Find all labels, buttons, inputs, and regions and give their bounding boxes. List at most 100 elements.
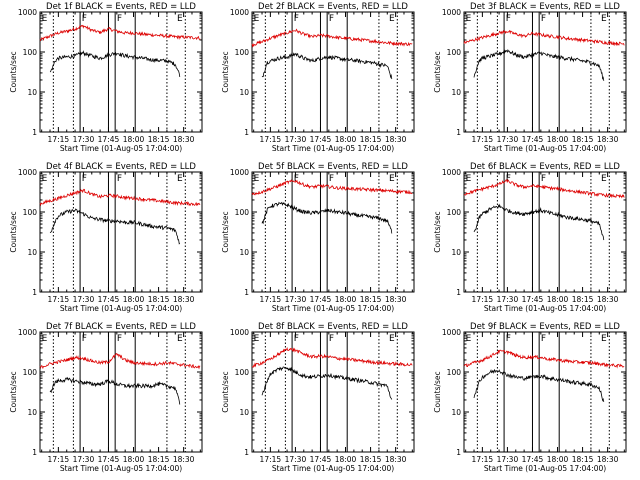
plot-frame [251, 171, 415, 293]
marker-label: F [82, 334, 87, 344]
y-tick-label: 1000 [442, 8, 461, 17]
events-series-line [473, 203, 605, 241]
x-axis-label: Start Time (01-Aug-05 17:04:00) [272, 464, 394, 473]
marker-label: E [601, 14, 607, 24]
marker-label: F [294, 334, 299, 344]
marker-label: F [117, 334, 122, 344]
y-tick-label: 1 [244, 448, 249, 457]
y-axis-label: Counts/sec [433, 371, 442, 412]
x-axis-label: Start Time (01-Aug-05 17:04:00) [60, 304, 182, 313]
x-tick-label: 18:15 [572, 295, 594, 304]
panel-title: Det 5f BLACK = Events, RED = LLD [258, 162, 408, 172]
x-tick-label: 18:30 [173, 295, 195, 304]
x-tick-label: 17:30 [497, 295, 519, 304]
events-series-line [49, 376, 181, 405]
x-tick-label: 18:15 [360, 295, 382, 304]
marker-label: E [389, 334, 395, 344]
y-tick-label: 100 [235, 368, 250, 377]
x-tick-label: 17:30 [73, 295, 95, 304]
x-axis-label: Start Time (01-Aug-05 17:04:00) [272, 144, 394, 153]
marker-label: E [177, 14, 183, 24]
lld-series-line [251, 346, 413, 368]
y-tick-label: 1000 [230, 8, 249, 17]
marker-label: F [117, 174, 122, 184]
plot-frame [251, 11, 415, 133]
events-series-line [473, 368, 605, 402]
x-tick-label: 18:30 [597, 455, 619, 464]
x-tick-label: 18:30 [385, 135, 407, 144]
marker-label: F [329, 174, 334, 184]
x-tick-label: 17:15 [472, 135, 494, 144]
lld-series-line [251, 179, 413, 196]
x-tick-label: 17:30 [73, 455, 95, 464]
x-tick-label: 17:45 [522, 135, 544, 144]
x-tick-label: 18:15 [572, 135, 594, 144]
x-axis-label: Start Time (01-Aug-05 17:04:00) [484, 304, 606, 313]
y-tick-label: 10 [451, 408, 461, 417]
marker-label: F [82, 14, 87, 24]
y-tick-label: 10 [239, 248, 249, 257]
plot-frame [39, 171, 203, 293]
plot-frame [39, 331, 203, 453]
plot-frame [463, 171, 627, 293]
lld-series-line [39, 353, 201, 370]
marker-label: E [177, 174, 183, 184]
y-tick-label: 1000 [230, 168, 249, 177]
marker-label: E [466, 334, 472, 344]
panel-title: Det 2f BLACK = Events, RED = LLD [258, 2, 408, 12]
y-tick-label: 10 [451, 248, 461, 257]
x-axis-label: Start Time (01-Aug-05 17:04:00) [484, 144, 606, 153]
x-tick-label: 17:15 [260, 455, 282, 464]
panel-title: Det 9f BLACK = Events, RED = LLD [470, 322, 620, 332]
y-axis-label: Counts/sec [9, 211, 18, 252]
y-tick-label: 10 [27, 248, 37, 257]
y-tick-label: 10 [451, 88, 461, 97]
marker-label: E [254, 174, 260, 184]
x-tick-label: 18:15 [360, 455, 382, 464]
plot-frame [39, 11, 203, 133]
panel-det-8: Det 8f BLACK = Events, RED = LLD 1 10 100 10… [221, 322, 415, 473]
y-tick-label: 1 [456, 288, 461, 297]
y-tick-label: 1 [456, 128, 461, 137]
marker-label: E [254, 334, 260, 344]
events-series-line [473, 49, 605, 81]
y-tick-label: 100 [235, 208, 250, 217]
x-tick-label: 18:30 [173, 455, 195, 464]
x-tick-label: 17:45 [310, 135, 332, 144]
panel-det-7: Det 7f BLACK = Events, RED = LLD 1 10 100 10… [9, 322, 203, 473]
x-tick-label: 17:45 [98, 135, 120, 144]
marker-label: F [117, 14, 122, 24]
lld-series-line [463, 29, 625, 47]
y-tick-label: 100 [447, 208, 462, 217]
x-tick-label: 18:00 [547, 295, 569, 304]
marker-label: F [294, 174, 299, 184]
plot-frame [251, 331, 415, 453]
x-tick-label: 17:15 [260, 135, 282, 144]
y-axis-label: Counts/sec [433, 51, 442, 92]
y-axis-label: Counts/sec [221, 51, 230, 92]
y-tick-label: 1000 [18, 168, 37, 177]
panel-title: Det 4f BLACK = Events, RED = LLD [46, 162, 196, 172]
events-series-line [49, 50, 181, 77]
x-tick-label: 17:45 [98, 295, 120, 304]
marker-label: E [466, 174, 472, 184]
marker-label: F [329, 14, 334, 24]
panel-det-5: Det 5f BLACK = Events, RED = LLD 1 10 100 10… [221, 162, 415, 313]
y-tick-label: 100 [235, 48, 250, 57]
x-tick-label: 17:45 [310, 295, 332, 304]
x-tick-label: 18:30 [173, 135, 195, 144]
events-series-line [261, 366, 393, 400]
marker-label: E [389, 174, 395, 184]
x-tick-label: 18:00 [123, 295, 145, 304]
y-tick-label: 1 [32, 288, 37, 297]
y-axis-label: Counts/sec [221, 371, 230, 412]
x-tick-label: 17:30 [285, 135, 307, 144]
panel-det-3: Det 3f BLACK = Events, RED = LLD 1 10 100 10… [433, 2, 627, 153]
marker-label: F [506, 334, 511, 344]
x-tick-label: 18:15 [360, 135, 382, 144]
y-tick-label: 10 [239, 408, 249, 417]
y-tick-label: 1000 [18, 328, 37, 337]
marker-label: E [177, 334, 183, 344]
x-axis-label: Start Time (01-Aug-05 17:04:00) [60, 464, 182, 473]
marker-label: E [389, 14, 395, 24]
